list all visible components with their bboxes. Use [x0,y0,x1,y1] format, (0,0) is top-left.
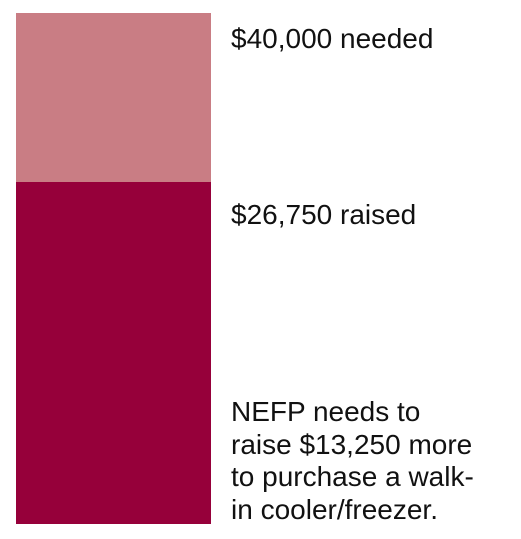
fundraising-note-line: raise $13,250 more [231,428,473,460]
fundraising-note: NEFP needs to raise $13,250 more to purc… [231,396,516,526]
raised-amount-label: $26,750 raised [231,199,417,230]
goal-amount-label: $40,000 needed [231,23,434,54]
goal-thermometer-bar [16,13,211,524]
fundraising-note-line: in cooler/freezer. [231,493,438,525]
fundraising-note-line: NEFP needs to [231,396,421,427]
raised-amount-fill [16,182,211,524]
fundraising-note-line: to purchase a walk- [231,461,474,492]
